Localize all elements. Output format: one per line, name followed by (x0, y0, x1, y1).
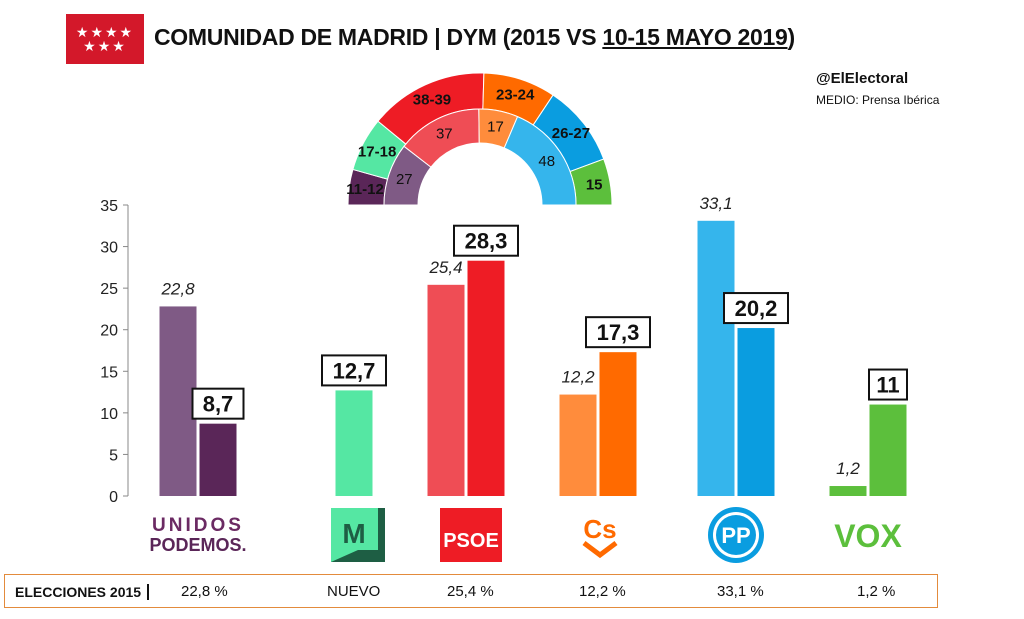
bar-2015 (427, 284, 465, 496)
bar-2015-label: 22,8 (160, 279, 195, 298)
bar-2019-label-box (723, 292, 789, 325)
podemos-logo-line2: PODEMOS. (149, 535, 246, 555)
bar-2019 (599, 352, 637, 496)
vox-logo: VOX (834, 518, 902, 554)
bar-2019-label-box (868, 368, 908, 401)
chart-title: COMUNIDAD DE MADRID | DYM (2015 VS 10-15… (154, 24, 795, 51)
source-medio: MEDIO: Prensa Ibérica (816, 93, 940, 107)
pp-logo: PP (708, 507, 764, 563)
bar-2019-label-box (191, 387, 245, 420)
hemicycle-outer-segment-label: 23-24 (496, 86, 535, 103)
hemicycle-inner-segment-label: 48 (538, 153, 555, 170)
flag-stars-top: ★★★★ (75, 25, 135, 41)
title-sub-suffix: ) (787, 24, 796, 50)
footer-value-cs: 12,2 % (579, 583, 626, 600)
footer-value-psoe: 25,4 % (447, 583, 494, 600)
bar-2019 (869, 404, 907, 496)
hemicycle-outer-segment-label: 15 (586, 176, 603, 193)
hemicycle-inner-segment (503, 115, 577, 206)
hemicycle-outer-segment-label: 38-39 (413, 91, 451, 108)
flag-stars-bottom: ★★★ (83, 39, 127, 55)
y-tick-label: 20 (100, 323, 118, 340)
masmadrid-logo-face (331, 508, 378, 562)
bar-2015-label: 25,4 (428, 258, 462, 277)
hemicycle-outer-segment-label: 11-12 (346, 181, 384, 198)
bar-2019-label-box (321, 354, 387, 387)
bar-2019 (737, 328, 775, 496)
bar-2015 (559, 394, 597, 496)
y-tick-label: 30 (100, 240, 118, 257)
bar-2019-label-box (585, 316, 651, 349)
bars: 22,8 8,7 12,7 25,428,3 12,2 17,3 33,1 20,2 1,2 11 (159, 194, 908, 496)
bar-2019-label: 8,7 (203, 392, 234, 417)
y-tick-label: 5 (109, 447, 118, 464)
footer-value-vox: 1,2 % (857, 583, 896, 600)
masmadrid-logo: M (331, 508, 385, 562)
footer-value-podemos: 22,8 % (181, 583, 228, 600)
bar-2019 (467, 260, 505, 496)
source-handle: @ElElectoral (816, 70, 909, 87)
party-logos: UNIDOS PODEMOS. M PSOE Cs PP VOX (149, 507, 902, 563)
hemicycle-inner-segment-label: 17 (487, 119, 504, 136)
bar-2019 (335, 390, 373, 496)
cs-logo: Cs (582, 514, 618, 559)
hemicycle-outer-segment-label: 17-18 (358, 143, 396, 160)
bar-2019-label: 20,2 (735, 296, 778, 321)
hemicycle-inner-segment-label: 37 (436, 125, 453, 142)
bar-2019-label: 17,3 (597, 320, 640, 345)
y-tick-label: 25 (100, 281, 118, 298)
cs-logo-text: Cs (583, 514, 616, 544)
footer-value-pp: 33,1 % (717, 583, 764, 600)
hemicycle-inner-segment-label: 27 (396, 171, 413, 188)
bar-2019-label: 12,7 (333, 358, 376, 383)
hemicycle-outer-segment-label: 26-27 (552, 125, 590, 142)
bar-2015 (697, 220, 735, 496)
title-sub-prefix: | DYM (2015 VS (434, 24, 603, 50)
vox-logo-text: VOX (834, 518, 902, 554)
podemos-logo-line1: UNIDOS (152, 515, 244, 536)
elecciones-2015-footer: ELECCIONES 2015 22,8 % NUEVO 25,4 % 12,2… (4, 574, 938, 608)
bar-2015 (829, 486, 867, 496)
madrid-flag-logo: ★★★★ ★★★ (66, 14, 144, 64)
psoe-logo: PSOE (440, 508, 502, 562)
y-tick-label: 10 (100, 406, 118, 423)
bar-2015 (159, 306, 197, 496)
y-axis: 0 5 10 15 20 25 30 35 (100, 198, 129, 506)
y-tick-label: 15 (100, 364, 118, 381)
footer-value-masmadrid: NUEVO (327, 583, 381, 600)
bar-2019-label-box (453, 224, 519, 257)
psoe-logo-bg (440, 508, 502, 562)
cs-logo-chevron (582, 541, 618, 559)
bar-2015-label: 1,2 (836, 459, 860, 478)
bar-2019-label: 11 (876, 373, 899, 398)
y-tick-label: 0 (109, 489, 118, 506)
pp-logo-text: PP (721, 523, 750, 548)
bar-2019 (199, 423, 237, 496)
hemicycle: 11-12 17-18 38-39 23-24 26-27 15 27 37 17 48 (346, 72, 613, 206)
y-tick-label: 35 (100, 198, 118, 215)
bar-2019-label: 28,3 (465, 229, 508, 254)
title-main: COMUNIDAD DE MADRID (154, 24, 429, 50)
masmadrid-logo-text: M (342, 518, 365, 549)
bar-2015-label: 12,2 (561, 368, 595, 387)
psoe-logo-text: PSOE (443, 530, 499, 552)
title-date: 10-15 MAYO 2019 (602, 24, 788, 50)
pp-logo-inner (716, 515, 756, 555)
footer-label: ELECCIONES 2015 (15, 584, 149, 600)
podemos-logo: UNIDOS PODEMOS. (149, 515, 246, 555)
bar-2015-label: 33,1 (699, 194, 732, 213)
